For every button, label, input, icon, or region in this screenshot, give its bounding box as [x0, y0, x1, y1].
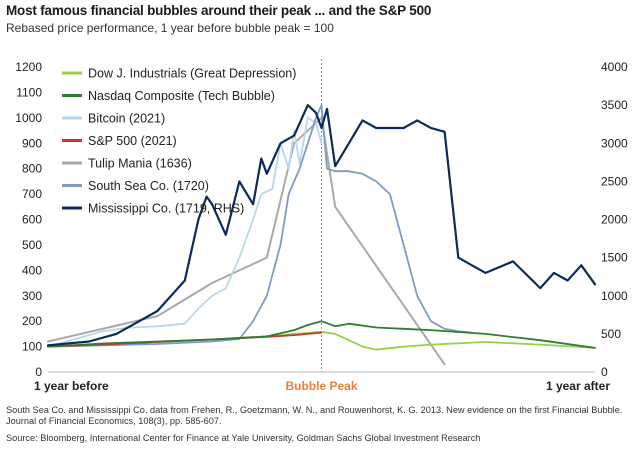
x-label-right: 1 year after — [546, 379, 610, 393]
y-right-tick-label: 3000 — [601, 136, 628, 150]
y-left-tick-label: 100 — [22, 340, 42, 354]
y-left-tick-label: 1000 — [15, 111, 42, 125]
series-line-tulip-mania-1636 — [47, 116, 446, 366]
y-right-tick-label: 1000 — [601, 289, 628, 303]
y-left-tick-label: 400 — [22, 263, 42, 277]
y-right-tick-label: 0 — [601, 365, 608, 379]
y-left-tick-label: 200 — [22, 314, 42, 328]
legend-label-dow-j-industrials-great-depression: Dow J. Industrials (Great Depression) — [88, 67, 296, 81]
legend-label-bitcoin-2021: Bitcoin (2021) — [88, 112, 165, 126]
x-label-center: Bubble Peak — [285, 379, 357, 393]
series-line-south-sea-co-1720 — [47, 104, 473, 348]
footnote-source: Source: Bloomberg, International Center … — [6, 433, 481, 443]
y-left-tick-label: 600 — [22, 213, 42, 227]
series-line-mississippi-co-1719-rhs — [46, 103, 597, 347]
x-label-left: 1 year before — [34, 379, 109, 393]
legend-label-nasdaq-composite-tech-bubble: Nasdaq Composite (Tech Bubble) — [88, 89, 275, 103]
bubble-chart: 0 100 200 300 400 500 600 700 800 900 1000 1100 1200… — [15, 59, 628, 393]
y-left-tick-label: 700 — [22, 187, 42, 201]
legend-label-tulip-mania-1636: Tulip Mania (1636) — [88, 157, 192, 171]
chart-title: Most famous financial bubbles around the… — [6, 3, 432, 18]
y-left-tick-label: 0 — [35, 365, 42, 379]
y-right-tick-label: 2000 — [601, 213, 628, 227]
footnote-data-source: South Sea Co. and Mississippi Co. data f… — [6, 405, 623, 426]
y-right-tick-label: 4000 — [601, 60, 628, 74]
legend-label-mississippi-co-1719-rhs: Mississippi Co. (1719, RHS) — [88, 202, 244, 216]
y-right-tick-label: 1500 — [601, 251, 628, 265]
series-line-nasdaq-composite-tech-bubble — [47, 320, 596, 349]
series-layer — [46, 103, 597, 366]
y-left-tick-label: 500 — [22, 238, 42, 252]
y-left-tick-label: 900 — [22, 136, 42, 150]
y-left-tick-label: 1100 — [16, 85, 42, 99]
y-right-tick-label: 2500 — [601, 174, 628, 188]
y-right-tick-label: 3500 — [601, 98, 628, 112]
y-right-tick-label: 500 — [601, 327, 621, 341]
y-left-tick-label: 1200 — [15, 60, 42, 74]
axes-layer: 0 100 200 300 400 500 600 700 800 900 1000 1100 1200… — [15, 60, 628, 393]
y-left-tick-label: 800 — [22, 162, 42, 176]
series-line-bitcoin-2021 — [47, 116, 323, 348]
y-left-tick-label: 300 — [22, 289, 42, 303]
legend-label-s-p-500-2021: S&P 500 (2021) — [88, 134, 177, 148]
chart-subtitle: Rebased price performance, 1 year before… — [6, 21, 334, 35]
legend-label-south-sea-co-1720: South Sea Co. (1720) — [88, 179, 209, 193]
legend-layer: Dow J. Industrials (Great Depression) Nas… — [62, 67, 296, 216]
